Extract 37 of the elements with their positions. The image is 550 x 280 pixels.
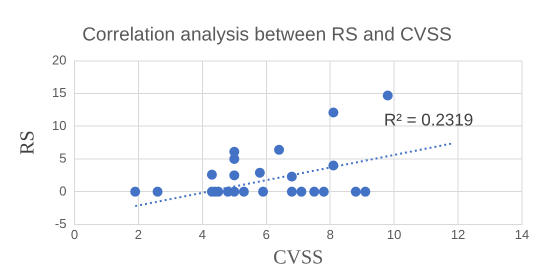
x-tick-label: 8	[326, 226, 334, 242]
y-tick-label: 10	[52, 118, 66, 133]
y-tick-label: 20	[52, 52, 66, 68]
point	[206, 170, 217, 180]
x-tick-label: 2	[134, 226, 142, 242]
point	[382, 90, 393, 100]
point	[286, 172, 297, 182]
point	[360, 186, 370, 197]
point	[229, 154, 240, 164]
point	[309, 186, 320, 197]
y-axis-title: RS	[16, 130, 38, 155]
y-tick-label: 0	[59, 183, 66, 198]
annotation: R² = 0.2319	[384, 110, 474, 130]
chart-title: Correlation analysis between RS and CVSS	[82, 24, 452, 46]
x-axis-title: CVSS	[273, 246, 324, 268]
point	[130, 186, 140, 197]
point	[328, 160, 338, 171]
x-tick-label: 4	[198, 226, 206, 242]
point	[296, 186, 306, 197]
point	[238, 186, 249, 197]
x-tick-label: 6	[262, 226, 270, 242]
x-tick-label: 14	[514, 226, 530, 242]
x-tick-label: 10	[386, 226, 402, 242]
y-tick-label: 15	[52, 85, 66, 100]
x-tick-label: 12	[450, 226, 466, 242]
point	[286, 186, 297, 197]
point	[254, 168, 265, 178]
x-tick-label: 0	[70, 226, 78, 242]
point	[274, 144, 284, 155]
point	[152, 186, 163, 197]
point	[258, 186, 268, 197]
point	[328, 108, 338, 118]
point	[318, 186, 329, 197]
y-tick-label: 5	[59, 150, 66, 166]
point	[350, 186, 361, 197]
y-tick-label: -5	[54, 216, 66, 231]
point	[229, 170, 240, 180]
